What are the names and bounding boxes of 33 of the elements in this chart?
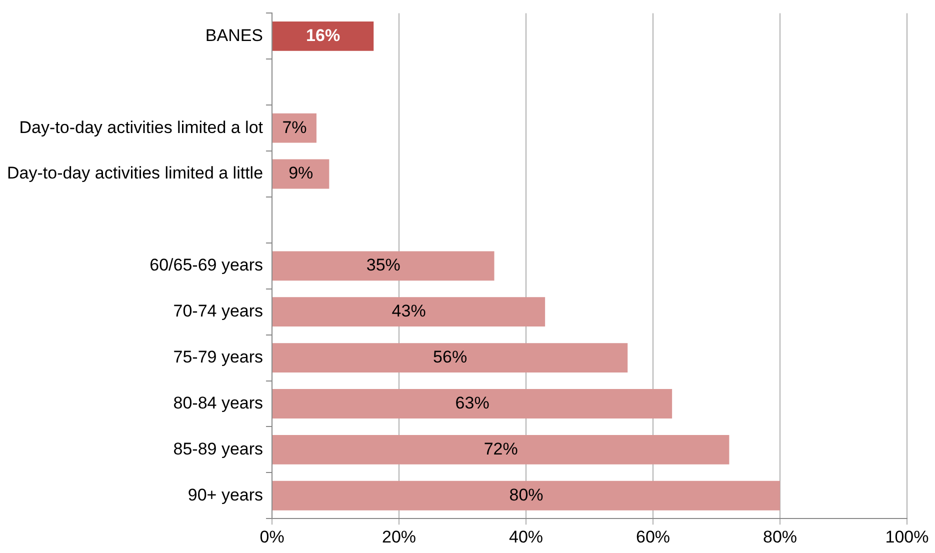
y-tick-label: 70-74 years	[173, 302, 264, 321]
y-tick-label: Day-to-day activities limited a little	[7, 164, 264, 183]
data-label: 35%	[366, 256, 400, 275]
bar	[272, 434, 730, 464]
y-tick-label: BANES	[205, 26, 264, 45]
bar	[272, 343, 628, 372]
data-label: 7%	[282, 118, 307, 137]
x-tick-label: 20%	[382, 527, 416, 546]
x-tick-label: 60%	[636, 527, 670, 546]
bar	[272, 21, 374, 51]
y-tick-label: 90+ years	[188, 485, 264, 504]
data-label: 56%	[433, 347, 468, 366]
data-label: 80%	[509, 485, 544, 504]
data-label: 43%	[392, 302, 426, 321]
y-tick-label: 75-79 years	[173, 347, 264, 366]
x-tick-label: 0%	[260, 527, 284, 546]
data-label: 63%	[455, 393, 490, 412]
bar	[272, 159, 330, 189]
y-tick-label: 60/65-69 years	[150, 256, 264, 275]
y-tick-label: Day-to-day activities limited a lot	[19, 118, 264, 137]
data-label: 9%	[288, 164, 314, 183]
bar	[272, 480, 780, 510]
y-tick-label: 80-84 years	[173, 393, 264, 412]
data-label: 16%	[306, 26, 340, 45]
y-tick-label: 85-89 years	[173, 439, 264, 458]
bar	[272, 297, 546, 327]
bar	[272, 389, 672, 418]
data-label: 72%	[484, 439, 518, 458]
x-tick-label: 80%	[762, 527, 798, 546]
bar	[272, 251, 494, 281]
x-tick-label: 100%	[885, 527, 929, 546]
x-tick-label: 40%	[509, 527, 544, 546]
bar	[272, 113, 316, 143]
